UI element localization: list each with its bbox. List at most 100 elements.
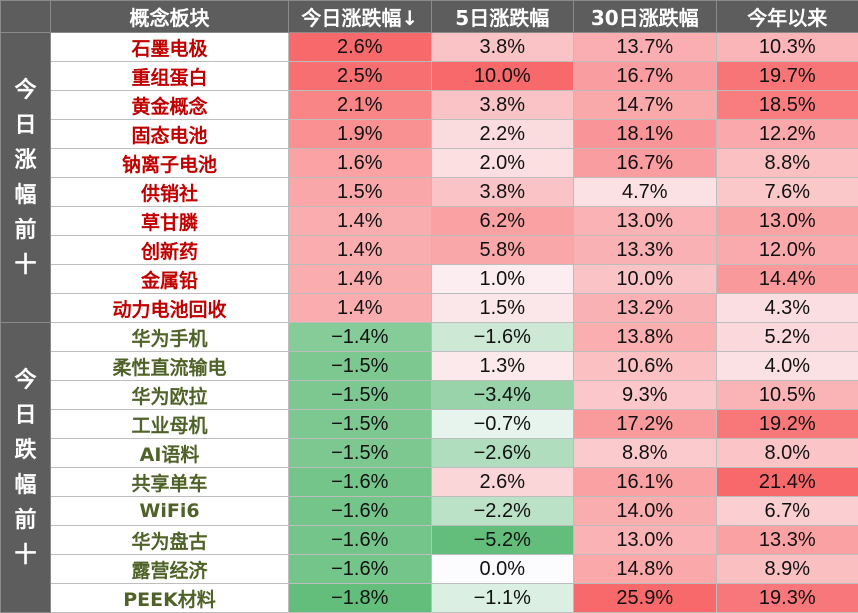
- header-30d-change[interactable]: 30日涨跌幅: [574, 1, 717, 33]
- table-row[interactable]: WiFi6−1.6%−2.2%14.0%6.7%: [1, 497, 858, 526]
- 30d-change-cell: 13.0%: [574, 207, 717, 236]
- concept-name-cell[interactable]: WiFi6: [51, 497, 289, 526]
- 5d-change-cell: −0.7%: [431, 410, 574, 439]
- ytd-change-cell: 4.0%: [716, 352, 858, 381]
- 5d-change-cell: 2.2%: [431, 120, 574, 149]
- header-name[interactable]: 概念板块: [51, 1, 289, 33]
- concept-name-cell[interactable]: 固态电池: [51, 120, 289, 149]
- ytd-change-cell: 5.2%: [716, 323, 858, 352]
- today-change-cell: 1.4%: [289, 207, 432, 236]
- today-change-cell: −1.5%: [289, 381, 432, 410]
- table-row[interactable]: AI语料−1.5%−2.6%8.8%8.0%: [1, 439, 858, 468]
- 5d-change-cell: 5.8%: [431, 236, 574, 265]
- ytd-change-cell: 19.3%: [716, 584, 858, 613]
- 5d-change-cell: 3.8%: [431, 91, 574, 120]
- 5d-change-cell: −5.2%: [431, 526, 574, 555]
- concept-name-cell[interactable]: 供销社: [51, 178, 289, 207]
- concept-name-cell[interactable]: 黄金概念: [51, 91, 289, 120]
- concept-name-cell[interactable]: 创新药: [51, 236, 289, 265]
- table-row[interactable]: 今日跌幅前十华为手机−1.4%−1.6%13.8%5.2%: [1, 323, 858, 352]
- header-ytd-change[interactable]: 今年以来: [716, 1, 858, 33]
- concept-name-cell[interactable]: 华为盘古: [51, 526, 289, 555]
- today-change-cell: −1.5%: [289, 352, 432, 381]
- table-row[interactable]: 华为盘古−1.6%−5.2%13.0%13.3%: [1, 526, 858, 555]
- 30d-change-cell: 16.7%: [574, 149, 717, 178]
- table-row[interactable]: PEEK材料−1.8%−1.1%25.9%19.3%: [1, 584, 858, 613]
- ytd-change-cell: 19.7%: [716, 62, 858, 91]
- concept-name-cell[interactable]: 共享单车: [51, 468, 289, 497]
- table-row[interactable]: 柔性直流输电−1.5%1.3%10.6%4.0%: [1, 352, 858, 381]
- today-change-cell: 1.4%: [289, 294, 432, 323]
- header-5d-change[interactable]: 5日涨跌幅: [431, 1, 574, 33]
- concept-name-cell[interactable]: 柔性直流输电: [51, 352, 289, 381]
- ytd-change-cell: 12.0%: [716, 236, 858, 265]
- 5d-change-cell: 6.2%: [431, 207, 574, 236]
- 30d-change-cell: 10.6%: [574, 352, 717, 381]
- 5d-change-cell: 0.0%: [431, 555, 574, 584]
- 5d-change-cell: 1.3%: [431, 352, 574, 381]
- today-change-cell: 1.6%: [289, 149, 432, 178]
- concept-name-cell[interactable]: 重组蛋白: [51, 62, 289, 91]
- today-change-cell: −1.6%: [289, 526, 432, 555]
- today-change-cell: −1.5%: [289, 439, 432, 468]
- table-row[interactable]: 工业母机−1.5%−0.7%17.2%19.2%: [1, 410, 858, 439]
- concept-name-cell[interactable]: 工业母机: [51, 410, 289, 439]
- table-row[interactable]: 共享单车−1.6%2.6%16.1%21.4%: [1, 468, 858, 497]
- today-change-cell: 1.5%: [289, 178, 432, 207]
- 30d-change-cell: 14.7%: [574, 91, 717, 120]
- ytd-change-cell: 4.3%: [716, 294, 858, 323]
- ytd-change-cell: 8.0%: [716, 439, 858, 468]
- today-change-cell: 2.6%: [289, 33, 432, 62]
- ytd-change-cell: 6.7%: [716, 497, 858, 526]
- concept-name-cell[interactable]: 动力电池回收: [51, 294, 289, 323]
- 30d-change-cell: 14.8%: [574, 555, 717, 584]
- 5d-change-cell: −1.1%: [431, 584, 574, 613]
- concept-name-cell[interactable]: 石墨电极: [51, 33, 289, 62]
- concept-name-cell[interactable]: 金属铅: [51, 265, 289, 294]
- table-row[interactable]: 露营经济−1.6%0.0%14.8%8.9%: [1, 555, 858, 584]
- concept-name-cell[interactable]: 钠离子电池: [51, 149, 289, 178]
- 5d-change-cell: −2.2%: [431, 497, 574, 526]
- today-change-cell: 1.4%: [289, 265, 432, 294]
- 5d-change-cell: −1.6%: [431, 323, 574, 352]
- 30d-change-cell: 9.3%: [574, 381, 717, 410]
- group-label-text: 今日涨幅前十: [14, 73, 38, 283]
- 30d-change-cell: 16.7%: [574, 62, 717, 91]
- concept-name-cell[interactable]: 华为欧拉: [51, 381, 289, 410]
- 5d-change-cell: 3.8%: [431, 178, 574, 207]
- ytd-change-cell: 7.6%: [716, 178, 858, 207]
- 30d-change-cell: 4.7%: [574, 178, 717, 207]
- 5d-change-cell: 3.8%: [431, 33, 574, 62]
- ytd-change-cell: 21.4%: [716, 468, 858, 497]
- 5d-change-cell: 1.0%: [431, 265, 574, 294]
- concept-name-cell[interactable]: 草甘膦: [51, 207, 289, 236]
- today-change-cell: 2.1%: [289, 91, 432, 120]
- 5d-change-cell: 1.5%: [431, 294, 574, 323]
- ytd-change-cell: 13.3%: [716, 526, 858, 555]
- concept-name-cell[interactable]: 华为手机: [51, 323, 289, 352]
- today-change-cell: −1.6%: [289, 468, 432, 497]
- today-change-cell: −1.6%: [289, 497, 432, 526]
- ytd-change-cell: 12.2%: [716, 120, 858, 149]
- 30d-change-cell: 18.1%: [574, 120, 717, 149]
- concept-name-cell[interactable]: 露营经济: [51, 555, 289, 584]
- header-today-change[interactable]: 今日涨跌幅↓: [289, 1, 432, 33]
- concept-name-cell[interactable]: PEEK材料: [51, 584, 289, 613]
- table-row[interactable]: 华为欧拉−1.5%−3.4%9.3%10.5%: [1, 381, 858, 410]
- ytd-change-cell: 8.8%: [716, 149, 858, 178]
- 30d-change-cell: 8.8%: [574, 439, 717, 468]
- concept-name-cell[interactable]: AI语料: [51, 439, 289, 468]
- header-row: 概念板块 今日涨跌幅↓ 5日涨跌幅 30日涨跌幅 今年以来: [1, 1, 858, 33]
- group-label-top-gainers: 今日涨幅前十: [1, 33, 51, 323]
